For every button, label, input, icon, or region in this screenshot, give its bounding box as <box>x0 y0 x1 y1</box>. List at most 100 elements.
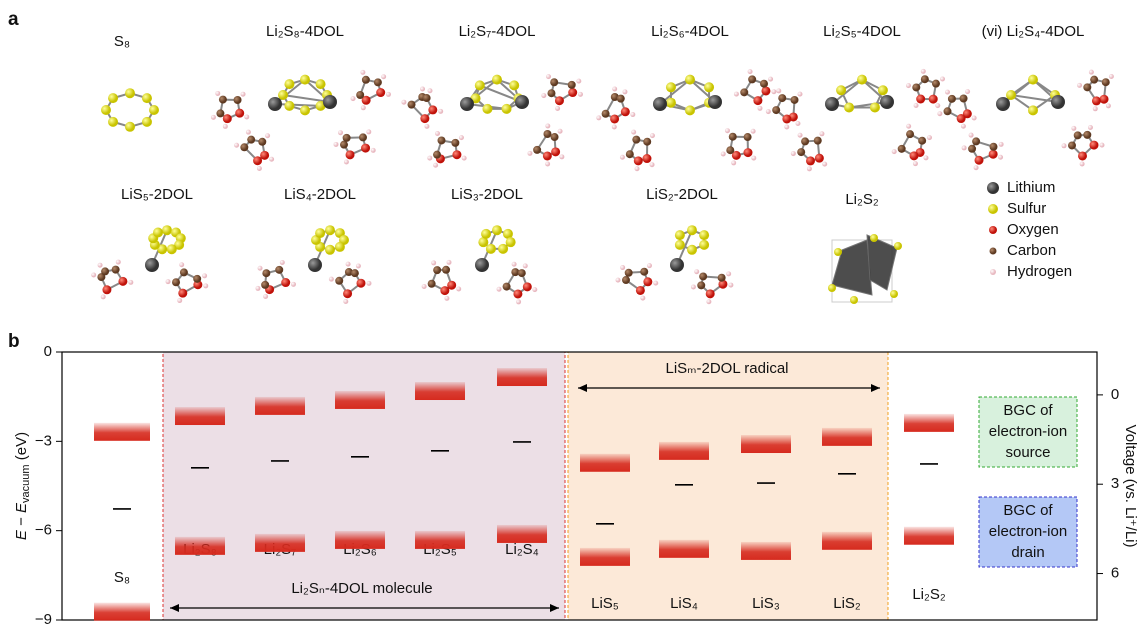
atom <box>496 286 502 292</box>
atom <box>517 269 526 278</box>
atom <box>260 150 270 160</box>
atom <box>990 269 996 275</box>
box-text: drain <box>1011 544 1044 561</box>
atom <box>931 79 940 88</box>
atom <box>743 133 752 142</box>
atom <box>452 150 462 160</box>
atom <box>624 268 633 277</box>
atom <box>731 150 741 160</box>
atom <box>631 129 637 135</box>
plot-frame <box>61 351 1098 621</box>
atom <box>1108 74 1114 80</box>
atom <box>726 146 735 155</box>
atom <box>245 129 251 135</box>
bond <box>282 94 331 103</box>
atom <box>834 248 842 256</box>
atom <box>643 137 652 146</box>
atom <box>699 272 708 281</box>
energy-level <box>94 602 150 621</box>
atom <box>258 137 267 146</box>
y-axis-label-part: (eV) <box>13 432 30 465</box>
atom <box>674 239 685 250</box>
atom <box>828 284 836 292</box>
atom <box>943 107 952 116</box>
energy-level <box>580 547 630 566</box>
atom <box>1071 125 1077 131</box>
atom <box>482 103 493 114</box>
atom <box>234 142 240 148</box>
atom <box>300 105 310 116</box>
energy-level <box>659 539 709 558</box>
atom <box>916 94 926 104</box>
y2-tick-label: 6 <box>1111 565 1119 582</box>
y-axis-label-part: E <box>13 529 30 540</box>
atom <box>772 106 781 115</box>
atom <box>100 294 106 300</box>
structure <box>765 68 946 172</box>
structure-label: Li₂S₇-4DOL <box>459 23 536 40</box>
atom <box>635 285 645 295</box>
atom <box>343 159 349 165</box>
atom <box>844 102 855 113</box>
atom <box>649 162 655 168</box>
structure <box>421 225 538 305</box>
atom <box>325 244 335 255</box>
atom <box>771 89 777 95</box>
atom <box>381 74 387 80</box>
atom <box>444 295 450 301</box>
atom <box>435 131 441 137</box>
panel-label: a <box>8 9 19 30</box>
atom <box>913 103 919 109</box>
atom <box>253 156 263 166</box>
atom <box>1099 142 1105 148</box>
energy-level <box>822 427 872 446</box>
structure-label: S₈ <box>114 33 130 50</box>
atom <box>596 115 602 121</box>
atom <box>870 234 878 242</box>
atom <box>927 135 933 141</box>
atom <box>612 86 618 92</box>
y-axis-label: E − Evacuum (eV) <box>13 432 32 540</box>
atom <box>125 88 135 99</box>
atom <box>157 244 168 255</box>
atom <box>988 204 998 214</box>
energy-level <box>659 441 709 460</box>
atom <box>956 114 966 124</box>
energy-level <box>415 530 465 549</box>
atom <box>1061 143 1067 149</box>
atom <box>268 97 282 111</box>
atom <box>255 285 261 291</box>
atom <box>988 149 998 159</box>
atom <box>928 94 938 104</box>
atom <box>630 112 636 118</box>
atom <box>653 97 667 111</box>
atom <box>1077 82 1083 88</box>
atom <box>141 116 152 127</box>
structure-label: Li₂S₅-4DOL <box>823 23 901 40</box>
atom <box>356 278 366 288</box>
structure <box>210 69 391 171</box>
atom <box>753 96 763 106</box>
atom <box>428 105 438 115</box>
atom <box>542 151 552 161</box>
atom <box>1083 83 1092 92</box>
category-label: S₈ <box>114 569 130 586</box>
atom <box>407 100 416 109</box>
y-axis-label-part: vacuum <box>20 464 32 503</box>
atom <box>265 133 271 139</box>
atom <box>546 74 552 80</box>
atom <box>622 89 628 95</box>
atom <box>611 124 617 130</box>
legend-label: Lithium <box>1007 179 1055 196</box>
atom <box>420 114 430 124</box>
category-label: LiS₄ <box>670 595 698 612</box>
atom <box>795 121 801 127</box>
atom <box>451 138 460 147</box>
atom <box>300 74 310 85</box>
atom <box>576 78 582 84</box>
atom <box>315 79 326 90</box>
atom <box>894 242 902 250</box>
y2-tick-label: 0 <box>1111 386 1119 403</box>
atom <box>640 295 646 301</box>
box-text: electron-ion <box>989 423 1067 440</box>
